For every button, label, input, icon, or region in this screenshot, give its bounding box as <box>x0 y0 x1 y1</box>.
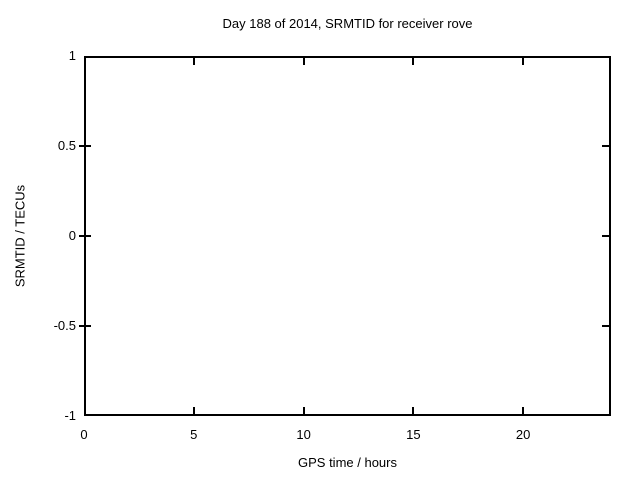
x-tick-mark-top <box>412 58 415 65</box>
x-tick-label: 10 <box>296 427 311 442</box>
x-tick-mark-top <box>522 58 525 65</box>
y-tick-label: -0.5 <box>53 318 76 333</box>
x-axis-label: GPS time / hours <box>298 455 397 470</box>
y-tick-label: 0.5 <box>57 138 76 153</box>
x-tick-mark-top <box>192 58 195 65</box>
x-tick-label: 0 <box>80 427 88 442</box>
y-tick-mark-right <box>602 235 609 237</box>
y-tick-label: 0 <box>68 228 76 243</box>
y-tick-mark-right <box>602 325 609 327</box>
y-tick-mark-left <box>79 235 91 237</box>
y-tick-mark-left <box>79 145 91 147</box>
y-tick-mark-left <box>79 325 91 327</box>
x-tick-mark-bottom <box>522 407 525 414</box>
x-tick-label: 15 <box>406 427 421 442</box>
x-tick-label: 20 <box>515 427 531 442</box>
y-tick-label: 1 <box>68 48 76 63</box>
plot-area <box>84 56 611 416</box>
x-tick-mark-bottom <box>302 407 305 414</box>
x-tick-label: 5 <box>190 427 198 442</box>
chart-title: Day 188 of 2014, SRMTID for receiver rov… <box>222 16 473 31</box>
y-tick-mark-right <box>602 145 609 147</box>
y-tick-label: -1 <box>64 408 76 423</box>
x-tick-mark-bottom <box>192 407 195 414</box>
x-tick-mark-top <box>302 58 305 65</box>
x-tick-mark-bottom <box>412 407 415 414</box>
